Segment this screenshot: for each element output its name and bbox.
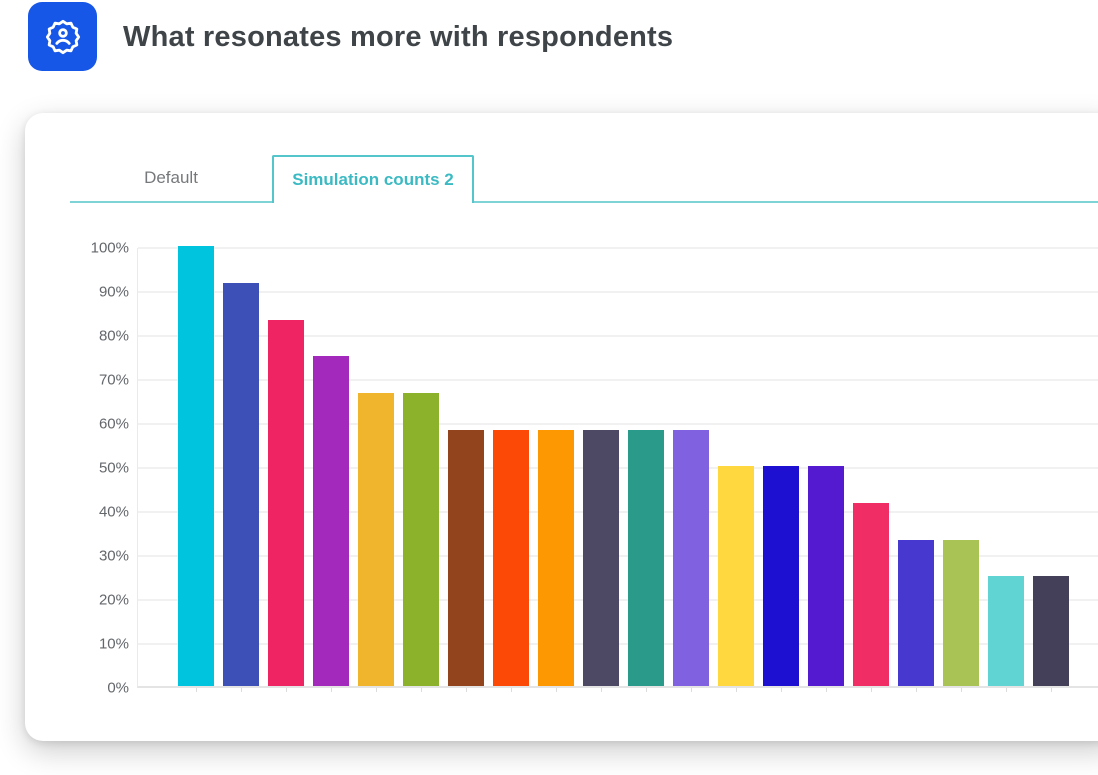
bar[interactable] [988, 576, 1024, 686]
tab-bar: Default Simulation counts 2 [70, 155, 1098, 203]
bar[interactable] [313, 356, 349, 686]
x-axis-tick [691, 688, 692, 692]
bar[interactable] [808, 466, 844, 686]
bar[interactable] [538, 429, 574, 686]
x-axis-tick [601, 688, 602, 692]
x-axis-tick [916, 688, 917, 692]
bar[interactable] [268, 319, 304, 686]
x-axis-tick [871, 688, 872, 692]
y-axis-label: 70% [98, 371, 129, 389]
app-header: What resonates more with respondents [0, 0, 1098, 90]
gridline [138, 335, 1098, 337]
x-axis-tick [241, 688, 242, 692]
y-axis-label: 100% [90, 239, 129, 257]
bar[interactable] [358, 392, 394, 686]
x-axis-tick [466, 688, 467, 692]
bar[interactable] [403, 392, 439, 686]
y-axis-label: 30% [98, 547, 129, 565]
bar[interactable] [583, 429, 619, 686]
y-axis-label: 0% [107, 679, 129, 697]
x-axis-tick [646, 688, 647, 692]
x-axis-tick [1051, 688, 1052, 692]
x-axis-tick [286, 688, 287, 692]
gridline [138, 247, 1098, 249]
y-axis-label: 10% [98, 635, 129, 653]
bar[interactable] [448, 429, 484, 686]
bar[interactable] [853, 502, 889, 686]
bar[interactable] [898, 539, 934, 686]
bar[interactable] [493, 429, 529, 686]
tab-default[interactable]: Default [144, 168, 198, 187]
x-axis-tick [331, 688, 332, 692]
content-card: Default Simulation counts 2 100% 90% 80% 70… [25, 113, 1098, 741]
y-axis-label: 50% [98, 459, 129, 477]
y-axis-label: 60% [98, 415, 129, 433]
x-axis-tick [826, 688, 827, 692]
x-axis-tick [1006, 688, 1007, 692]
y-axis-label: 20% [98, 591, 129, 609]
gridline [138, 423, 1098, 425]
bar[interactable] [943, 539, 979, 686]
gridline [138, 291, 1098, 293]
y-axis-label: 90% [98, 283, 129, 301]
x-axis-tick [421, 688, 422, 692]
bar[interactable] [178, 246, 214, 686]
y-axis-label: 80% [98, 327, 129, 345]
x-axis-tick [781, 688, 782, 692]
gridline [138, 379, 1098, 381]
bar[interactable] [673, 429, 709, 686]
bar[interactable] [223, 282, 259, 686]
bar[interactable] [1033, 576, 1069, 686]
tab-simulation-counts-2[interactable]: Simulation counts 2 [272, 155, 474, 203]
page-title: What resonates more with respondents [123, 21, 674, 53]
user-badge-icon [28, 2, 97, 71]
y-axis-label: 40% [98, 503, 129, 521]
x-axis-tick [961, 688, 962, 692]
x-axis-tick [376, 688, 377, 692]
x-axis-tick [556, 688, 557, 692]
x-axis-tick [511, 688, 512, 692]
bar[interactable] [763, 466, 799, 686]
bar[interactable] [718, 466, 754, 686]
bar-chart: 100% 90% 80% 70% 60% 50% 40% 30% 20% 10% 0% [91, 240, 1098, 697]
bar[interactable] [628, 429, 664, 686]
x-axis-tick [736, 688, 737, 692]
x-axis-tick [196, 688, 197, 692]
